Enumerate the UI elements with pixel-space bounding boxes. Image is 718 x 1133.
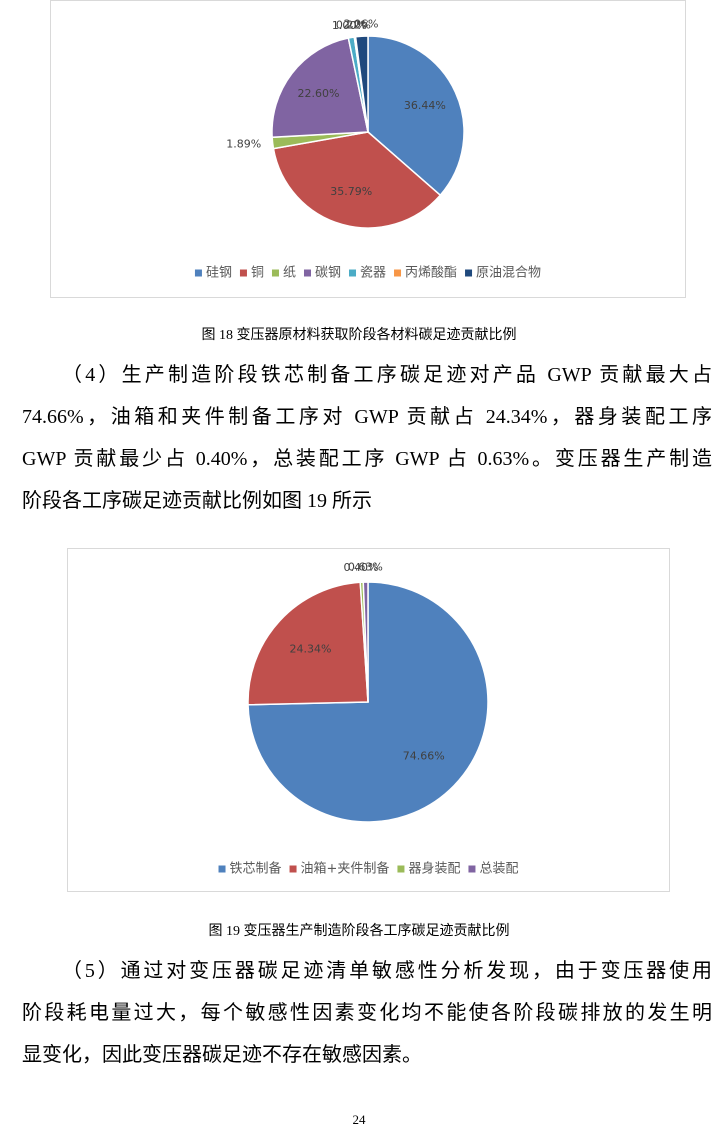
paragraph-line: 阶段耗电量过大，每个敏感性因素变化均不能使各阶段碳排放的发生明	[22, 1002, 712, 1024]
legend-label: 器身装配	[408, 861, 460, 877]
paragraph-line: GWP 贡献最少占 0.40%，总装配工序 GWP 占 0.63%。变压器生产制…	[22, 448, 712, 470]
legend-swatch	[289, 865, 297, 873]
pie-slice	[354, 35, 369, 133]
data-label: 1.00%	[332, 19, 367, 32]
pie-slice	[247, 581, 369, 706]
legend-swatch	[194, 269, 202, 277]
data-label: 1.89%	[226, 137, 261, 150]
legend-swatch	[465, 269, 473, 277]
legend-label: 总装配	[479, 862, 518, 877]
data-label: 22.60%	[298, 87, 340, 100]
legend-label: 丙烯酸酯	[405, 266, 457, 281]
page-number: 24	[352, 1112, 366, 1127]
legend-swatch	[271, 269, 279, 277]
legend-label: 铁芯制备	[230, 861, 282, 877]
legend-label: 硅钢	[206, 266, 232, 281]
data-label: 74.66%	[403, 750, 445, 763]
legend-label: 瓷器	[360, 266, 386, 281]
legend-label: 铜	[251, 266, 264, 281]
paragraph-line: 74.66%，油箱和夹件制备工序对 GWP 贡献占 24.34%，器身装配工序	[22, 406, 712, 428]
legend-swatch	[239, 269, 247, 277]
pie-slice	[272, 131, 442, 229]
paragraph-line: （5）通过对变压器碳足迹清单敏感性分析发现，由于变压器使用	[62, 960, 712, 982]
paragraph-line: 显变化，因此变压器碳足迹不存在敏感因素。	[22, 1044, 422, 1066]
legend-swatch	[303, 269, 311, 277]
chart: 36.44% 35.79% 1.89% 22.60% 1.00%0.22%2.06% 硅钢…	[50, 0, 686, 298]
paragraph-line: 阶段各工序碳足迹贡献比例如图 19 所示	[22, 490, 372, 512]
data-label: 2.06%	[344, 18, 379, 31]
legend-swatch	[394, 269, 402, 277]
data-label: 36.44%	[404, 99, 446, 112]
legend-swatch	[349, 269, 357, 277]
pie-slice	[367, 35, 465, 197]
pie-slice	[271, 37, 369, 139]
figure-caption: 图 19 变压器生产制造阶段各工序碳足迹贡献比例	[208, 924, 510, 939]
legend-swatch	[397, 865, 405, 873]
data-label: 0.63%	[348, 561, 383, 574]
figure-caption: 图 18 变压器原材料获取阶段各材料碳足迹贡献比例	[201, 328, 517, 343]
data-label: 0.22%	[336, 18, 371, 31]
chart: 74.66% 24.34% 0.40%0.63% 铁芯制备 油箱+夹件制备 器身装配 总装配	[67, 548, 670, 892]
data-label: 0.40%	[344, 561, 379, 574]
legend-label: 碳钢	[315, 266, 341, 281]
data-label: 24.34%	[290, 642, 332, 655]
pie-slice	[362, 581, 369, 703]
legend-label: 纸	[283, 266, 296, 281]
legend-swatch	[468, 865, 476, 873]
legend-swatch	[218, 865, 226, 873]
paragraph-line: （4）生产制造阶段铁芯制备工序碳足迹对产品 GWP 贡献最大占	[62, 364, 712, 386]
legend-label: 油箱+夹件制备	[301, 861, 390, 877]
data-label: 35.79%	[330, 185, 372, 198]
legend-label: 原油混合物	[476, 266, 541, 281]
